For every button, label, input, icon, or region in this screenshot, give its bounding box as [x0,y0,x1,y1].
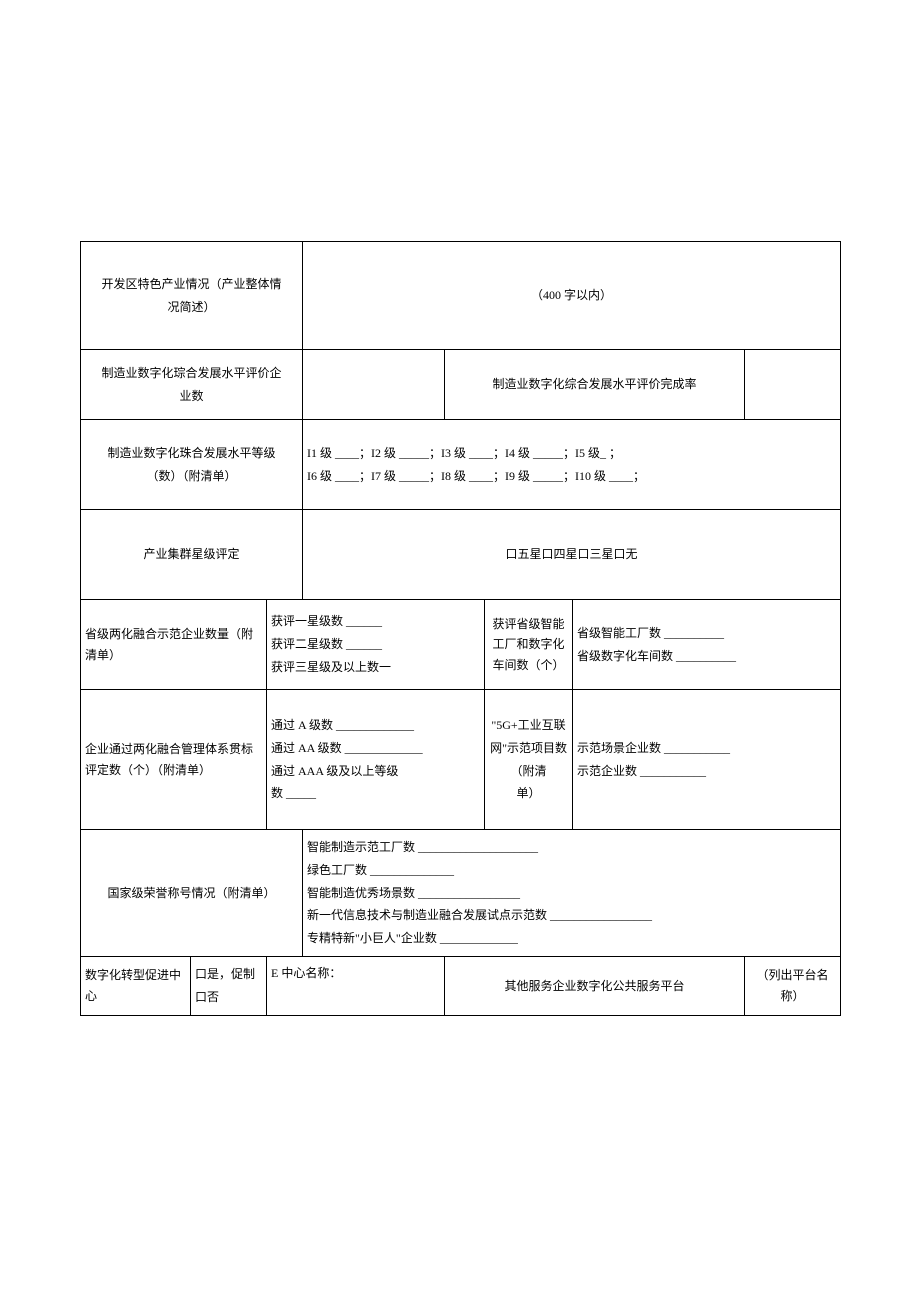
r5-label-a: 省级两化融合示范企业数量（附清单） [81,600,267,690]
form-table: 开发区特色产业情况（产业整体情 况简述） （400 字以内） 制造业数字化琮合发… [80,241,841,1016]
r6-label-a: 企业通过两化融合管理体系贯标评定数（个）（附清单） [81,690,267,830]
r8-label-a: 数字化转型促进中心 [81,956,191,1015]
r6-content-b: 示范场景企业数 ___________ 示范企业数 ___________ [573,690,841,830]
r4-label: 产业集群星级评定 [81,510,303,600]
r3-content: I1 级 ____；I2 级 _____；I3 级 ____；I4 级 ____… [303,420,841,510]
r2-blank2 [745,350,841,420]
r8-content-a: 口是，促制 口否 [191,956,267,1015]
r8-label-c: 其他服务企业数字化公共服务平台 [445,956,745,1015]
r2-label2: 制造业数字化综合发展水平评价完成率 [445,350,745,420]
r8-label-b: E 中心名称： [267,956,445,1015]
r8-content-c: （列出平台名称） [745,956,841,1015]
r4-content: 口五星口四星口三星口无 [303,510,841,600]
r7-label: 国家级荣誉称号情况（附清单） [81,830,303,957]
r2-blank1 [303,350,445,420]
r1-label: 开发区特色产业情况（产业整体情 况简述） [81,242,303,350]
r6-label-b: "5G+工业互联网"示范项目数（附清 单） [485,690,573,830]
r3-label: 制造业数字化珠合发展水平等级 （数）（附清单） [81,420,303,510]
r1-content: （400 字以内） [303,242,841,350]
r5-label-b: 获评省级智能工厂和数字化车间数（个） [485,600,573,690]
r5-content-b: 省级智能工厂数 __________ 省级数字化车间数 __________ [573,600,841,690]
r7-content: 智能制造示范工厂数 ____________________ 绿色工厂数 ___… [303,830,841,957]
r6-content-a: 通过 A 级数 _____________ 通过 AA 级数 _________… [267,690,485,830]
r2-label: 制造业数字化琮合发展水平评价企 业数 [81,350,303,420]
r5-content-a: 获评一星级数 ______ 获评二星级数 ______ 获评三星级及以上数一 [267,600,485,690]
